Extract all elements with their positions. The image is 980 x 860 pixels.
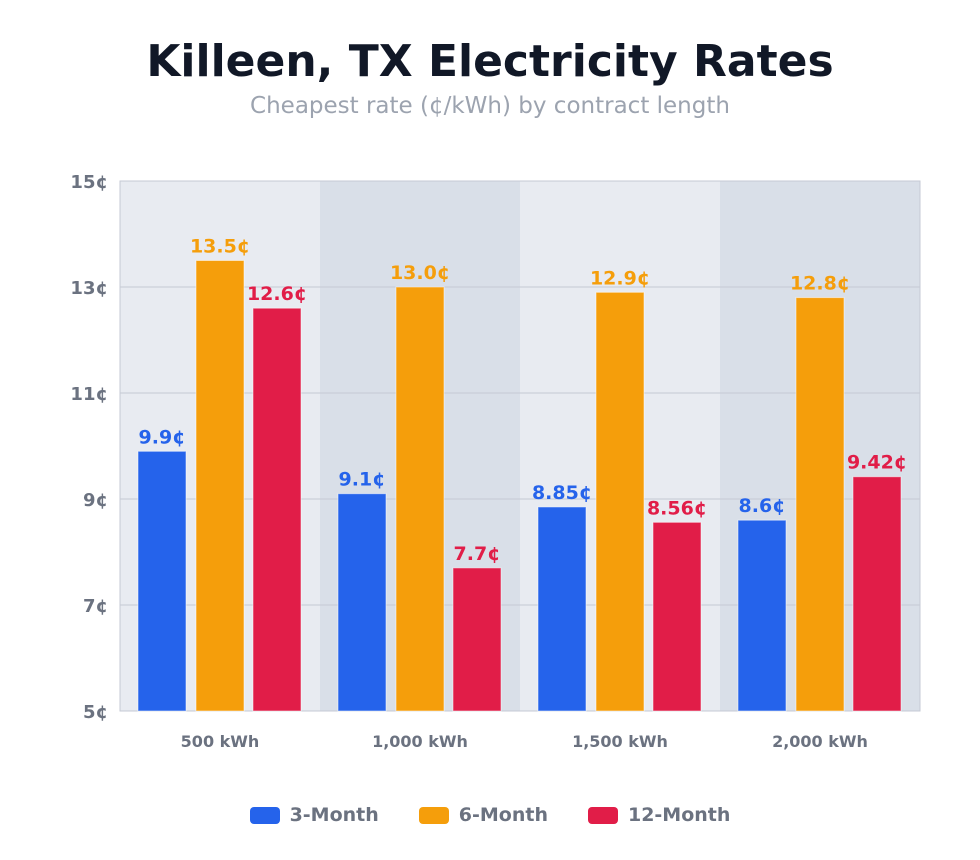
y-tick-label: 9¢ — [83, 490, 108, 511]
data-label: 13.0¢ — [390, 262, 450, 284]
data-label: 9.1¢ — [339, 469, 386, 491]
bar-3-month — [537, 506, 587, 712]
legend-label: 6-Month — [458, 804, 548, 826]
legend-label: 3-Month — [289, 804, 379, 826]
bar-3-month — [137, 450, 187, 712]
legend-swatch — [418, 806, 449, 824]
y-tick-label: 11¢ — [70, 384, 108, 405]
legend-item: 3-Month — [249, 804, 379, 826]
x-tick-label: 1,500 kWh — [572, 732, 668, 751]
y-tick-label: 7¢ — [83, 596, 108, 617]
data-label: 7.7¢ — [454, 543, 501, 565]
legend-label: 12-Month — [627, 804, 731, 826]
plot-border — [119, 180, 921, 712]
legend-item: 6-Month — [418, 804, 548, 826]
legend-swatch — [587, 806, 618, 824]
y-tick-label: 5¢ — [83, 702, 108, 723]
data-label: 9.9¢ — [139, 426, 186, 448]
y-tick-label: 15¢ — [70, 172, 108, 193]
data-label: 8.6¢ — [739, 495, 786, 517]
bar-3-month — [737, 519, 787, 712]
data-label: 8.56¢ — [647, 497, 707, 519]
data-label: 9.42¢ — [847, 452, 907, 474]
bar-6-month — [195, 260, 245, 712]
bar-12-month — [252, 307, 302, 712]
bar-6-month — [595, 291, 645, 712]
data-label: 12.6¢ — [247, 283, 307, 305]
bar-6-month — [795, 297, 845, 712]
legend: 3-Month 6-Month 12-Month — [0, 804, 980, 826]
data-label: 12.9¢ — [590, 267, 650, 289]
bar-3-month — [337, 493, 387, 712]
data-label: 8.85¢ — [532, 482, 592, 504]
chart-title: Killeen, TX Electricity Rates — [146, 36, 834, 87]
legend-swatch — [249, 806, 280, 824]
bar-6-month — [395, 286, 445, 712]
y-tick-label: 13¢ — [70, 278, 108, 299]
x-tick-label: 500 kWh — [181, 732, 260, 751]
data-label: 13.5¢ — [190, 236, 250, 258]
chart-subtitle: Cheapest rate (¢/kWh) by contract length — [250, 93, 730, 119]
bar-12-month — [652, 521, 702, 712]
data-label: 12.8¢ — [790, 273, 850, 295]
legend-item: 12-Month — [587, 804, 731, 826]
x-tick-label: 1,000 kWh — [372, 732, 468, 751]
bar-12-month — [452, 567, 502, 712]
bar-12-month — [852, 476, 902, 712]
x-tick-label: 2,000 kWh — [772, 732, 868, 751]
